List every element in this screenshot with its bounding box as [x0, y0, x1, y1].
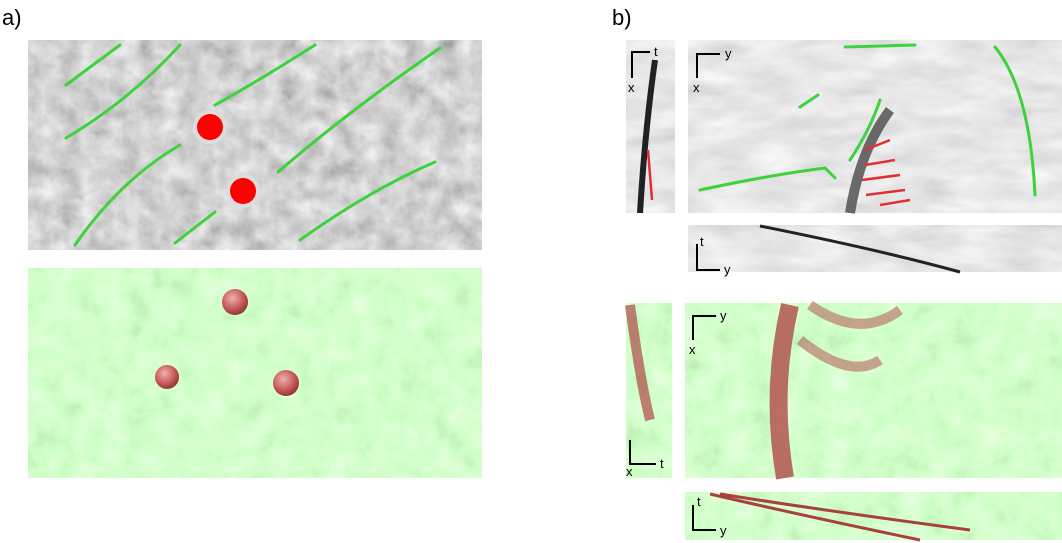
surface-image — [28, 40, 482, 250]
axis-label: t — [660, 456, 664, 471]
axis-glyph: x t — [626, 440, 664, 479]
slice-image — [626, 40, 1062, 274]
axis-glyph: t y — [692, 494, 727, 538]
panel-label: b) — [612, 5, 632, 30]
axis-label: y — [720, 523, 727, 538]
axis-label: x — [689, 342, 696, 357]
axis-label: x — [693, 80, 700, 95]
axis-label: t — [697, 494, 701, 509]
axis-label: y — [724, 262, 731, 277]
axis-label: x — [626, 464, 633, 479]
surface-image — [28, 268, 482, 478]
axis-label: t — [654, 44, 658, 59]
slice-image — [625, 300, 1062, 542]
axis-label: y — [720, 308, 727, 323]
axis-label: x — [628, 80, 635, 95]
axis-glyph: y x — [689, 308, 727, 357]
axis-glyph: y x — [693, 46, 732, 95]
panel-label: a) — [2, 5, 22, 30]
axis-glyph: t y — [696, 234, 731, 277]
axis-glyph: t x — [628, 44, 658, 95]
axis-label: y — [725, 46, 732, 61]
axis-label: t — [700, 234, 704, 249]
